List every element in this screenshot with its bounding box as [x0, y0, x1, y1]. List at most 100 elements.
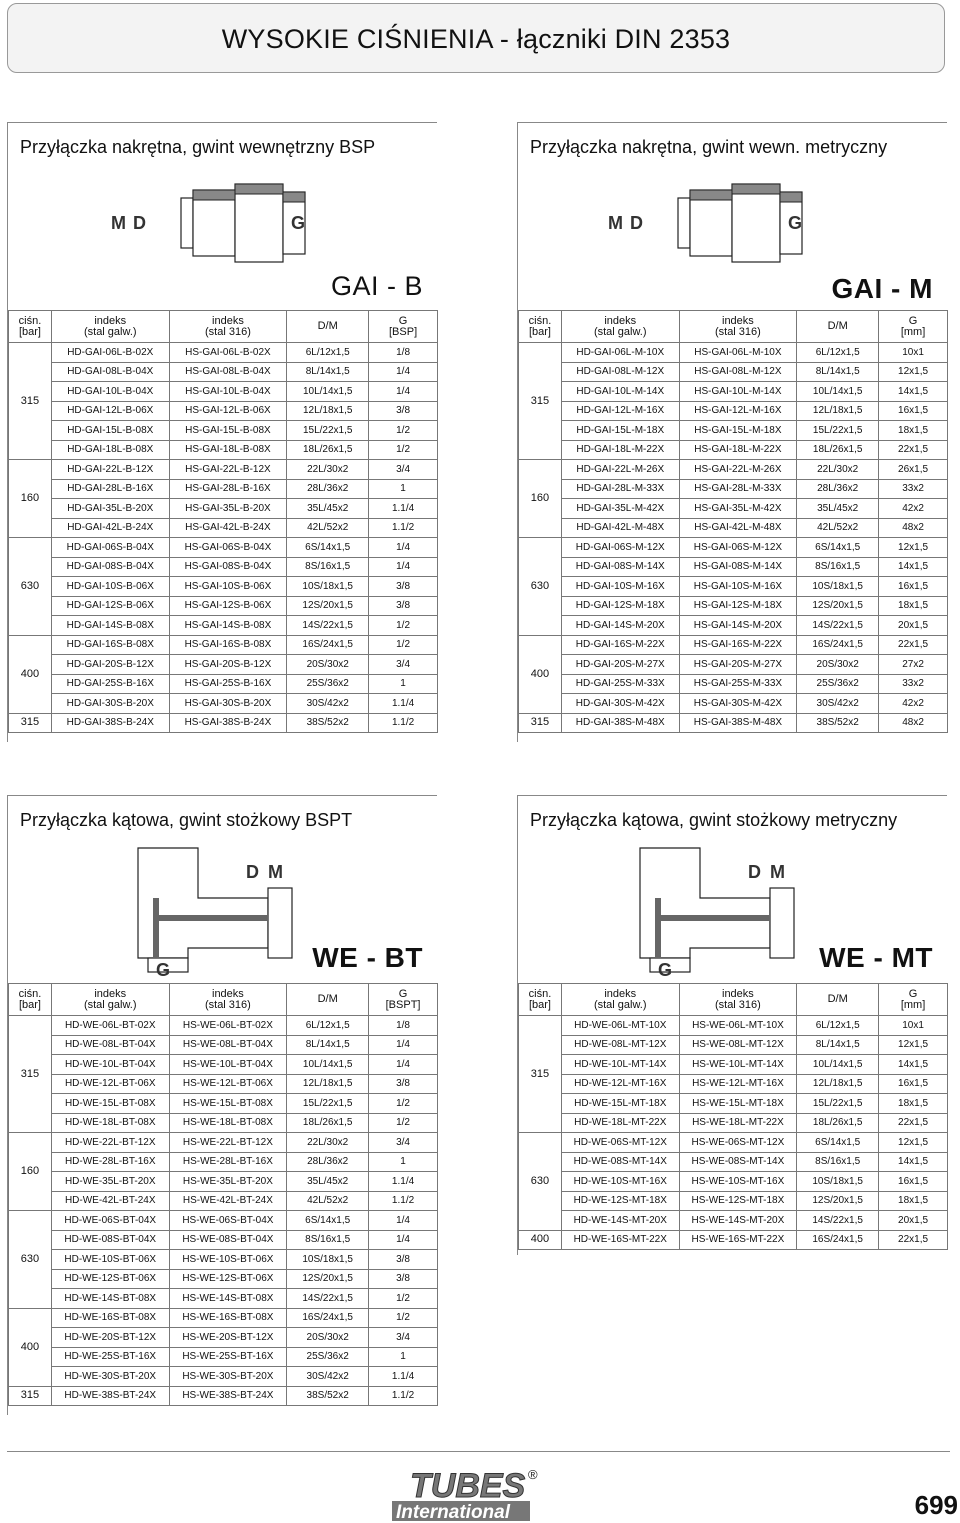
table-cell: 42L/52x2: [286, 517, 370, 538]
table-cell: HS-GAI-06L-B-02X: [168, 342, 288, 363]
table-cell: 3/8: [368, 1249, 438, 1270]
table-row: 400 HD-GAI-16S-B-08X HS-GAI-16S-B-08X 16S/2…: [8, 634, 438, 714]
table-cell: HS-WE-12L-BT-06X: [168, 1073, 288, 1094]
label-g: G: [156, 960, 170, 978]
table-cell: HS-GAI-28L-M-33X: [678, 478, 798, 499]
table-cell: HD-GAI-20S-M-27X: [560, 654, 680, 675]
table-cell: HD-GAI-38S-M-48X: [560, 712, 680, 733]
table-cell: 12L/18x1,5: [286, 1073, 370, 1094]
panel-title: Przyłączka kątowa, gwint stożkowy BSPT: [20, 810, 353, 830]
table-cell: HD-GAI-18L-B-08X: [50, 439, 170, 460]
table-row: HD-GAI-42L-M-48X HS-GAI-42L-M-48X 42L/52x2…: [519, 517, 948, 538]
label-g: G: [788, 213, 802, 233]
table-row: HD-WE-15L-MT-18X HS-WE-15L-MT-18X 15L/22x1…: [519, 1093, 948, 1114]
table-cell: 12S/20x1,5: [796, 595, 880, 616]
column-header: G [BSPT]: [368, 983, 438, 1016]
table-cell: HD-WE-10L-MT-14X: [560, 1054, 680, 1075]
table-row: HD-GAI-14S-M-20X HS-GAI-14S-M-20X 14S/22x1…: [519, 615, 948, 636]
table-cell: 42x2: [878, 498, 948, 519]
table-cell: 27x2: [878, 654, 948, 675]
table-header-row: ciśn. [bar] indeks (stal galw.) indeks (stal …: [8, 310, 438, 343]
table-row: HD-GAI-14S-B-08X HS-GAI-14S-B-08X 14S/22x1…: [9, 615, 438, 636]
table-cell: 8L/14x1,5: [796, 1034, 880, 1055]
column-header: G [BSP]: [368, 310, 438, 343]
label-d: D: [133, 213, 146, 233]
column-header: indeks (stal galw.): [50, 310, 170, 343]
table-row: 315 HD-WE-06L-BT-02X HS-WE-06L-BT-02X 6L/12…: [8, 1015, 438, 1133]
table-we-bt: ciśn. [bar] indeks (stal galw.) indeks (stal …: [8, 983, 438, 1406]
table-cell: HD-GAI-16S-M-22X: [560, 634, 680, 655]
table-cell: 1/4: [368, 361, 438, 382]
table-cell: HS-WE-30S-BT-20X: [168, 1366, 288, 1387]
table-row: HD-WE-10L-BT-04X HS-WE-10L-BT-04X 10L/14x1…: [9, 1054, 438, 1075]
table-cell: HD-GAI-15L-B-08X: [50, 420, 170, 441]
table-cell: HS-WE-10S-BT-06X: [168, 1249, 288, 1270]
table-cell: HD-WE-06S-BT-04X: [50, 1210, 170, 1231]
table-cell: 1.1/2: [368, 517, 438, 538]
table-cell: HS-WE-10L-MT-14X: [678, 1054, 798, 1075]
pressure-cell: 630: [518, 1132, 562, 1231]
table-cell: HS-WE-10L-BT-04X: [168, 1054, 288, 1075]
table-cell: 6L/12x1,5: [796, 1015, 880, 1036]
table-cell: HD-GAI-18L-M-22X: [560, 439, 680, 460]
table-row: HD-GAI-12S-B-06X HS-GAI-12S-B-06X 12S/20x1…: [9, 595, 438, 616]
table-cell: 48x2: [878, 712, 948, 733]
table-cell: 14x1,5: [878, 556, 948, 577]
table-cell: HD-WE-15L-MT-18X: [560, 1093, 680, 1114]
panel-we-mt: Przyłączka kątowa, gwint stożkowy metryc…: [517, 795, 948, 1255]
table-cell: 1/4: [368, 1210, 438, 1231]
table-cell: 1.1/4: [368, 1171, 438, 1192]
table-cell: HS-WE-16S-MT-22X: [678, 1229, 798, 1250]
table-cell: 3/8: [368, 1073, 438, 1094]
table-row: HD-WE-08S-BT-04X HS-WE-08S-BT-04X 8S/16x1,…: [9, 1229, 438, 1250]
table-cell: HD-WE-12L-BT-06X: [50, 1073, 170, 1094]
table-row: HD-WE-18L-MT-22X HS-WE-18L-MT-22X 18L/26x1…: [519, 1112, 948, 1133]
table-cell: 8S/16x1,5: [286, 556, 370, 577]
column-header: G [mm]: [878, 983, 948, 1016]
table-cell: HS-WE-06S-MT-12X: [678, 1132, 798, 1153]
table-cell: 3/8: [368, 576, 438, 597]
table-cell: HD-WE-16S-BT-08X: [50, 1307, 170, 1328]
table-cell: 25S/36x2: [286, 673, 370, 694]
table-row: HD-WE-14S-MT-20X HS-WE-14S-MT-20X 14S/22x1…: [519, 1210, 948, 1231]
table-cell: HD-WE-10S-BT-06X: [50, 1249, 170, 1270]
table-cell: HD-WE-06L-MT-10X: [560, 1015, 680, 1036]
table-cell: HD-GAI-28L-M-33X: [560, 478, 680, 499]
table-cell: 3/4: [368, 654, 438, 675]
column-header: indeks (stal 316): [678, 310, 798, 343]
table-cell: HD-WE-22L-BT-12X: [50, 1132, 170, 1153]
table-row: HD-GAI-35L-B-20X HS-GAI-35L-B-20X 35L/45x2…: [9, 498, 438, 519]
table-cell: 20S/30x2: [286, 1327, 370, 1348]
table-cell: HD-GAI-20S-B-12X: [50, 654, 170, 675]
table-cell: HD-GAI-22L-M-26X: [560, 459, 680, 480]
table-cell: HS-GAI-10L-M-14X: [678, 381, 798, 402]
table-cell: 35L/45x2: [796, 498, 880, 519]
table-cell: 8L/14x1,5: [286, 1034, 370, 1055]
table-row: HD-WE-15L-BT-08X HS-WE-15L-BT-08X 15L/22x1…: [9, 1093, 438, 1114]
table-cell: 1.1/2: [368, 1190, 438, 1211]
table-cell: 28L/36x2: [796, 478, 880, 499]
table-row: HD-WE-12L-BT-06X HS-WE-12L-BT-06X 12L/18x1…: [9, 1073, 438, 1094]
table-cell: HS-GAI-18L-M-22X: [678, 439, 798, 460]
label-d: D: [246, 862, 259, 882]
fitting-elbow-drawing: D M G: [639, 847, 795, 978]
panel-title: Przyłączka nakrętna, gwint wewn. metrycz…: [530, 137, 888, 157]
panel-we-bt: Przyłączka kątowa, gwint stożkowy BSPT D…: [7, 795, 438, 1415]
table-we-mt: ciśn. [bar] indeks (stal galw.) indeks (stal …: [518, 983, 948, 1250]
table-row: HD-WE-12L-MT-16X HS-WE-12L-MT-16X 12L/18x1…: [519, 1073, 948, 1094]
table-cell: HS-GAI-30S-M-42X: [678, 693, 798, 714]
table-cell: HS-WE-08L-BT-04X: [168, 1034, 288, 1055]
table-cell: 15L/22x1,5: [796, 420, 880, 441]
table-row: HD-WE-10S-BT-06X HS-WE-10S-BT-06X 10S/18x1…: [9, 1249, 438, 1270]
table-row: HD-GAI-10L-M-14X HS-GAI-10L-M-14X 10L/14x1…: [519, 381, 948, 402]
table-cell: HS-WE-12S-MT-18X: [678, 1190, 798, 1211]
table-cell: HS-WE-25S-BT-16X: [168, 1346, 288, 1367]
table-cell: HD-GAI-14S-M-20X: [560, 615, 680, 636]
table-cell: HS-WE-18L-MT-22X: [678, 1112, 798, 1133]
logo-bottom-text: International: [396, 1502, 511, 1523]
pressure-cell: 315: [8, 1385, 52, 1406]
table-cell: 1/4: [368, 1229, 438, 1250]
label-m: M: [608, 213, 623, 233]
table-row: HD-GAI-15L-B-08X HS-GAI-15L-B-08X 15L/22x1…: [9, 420, 438, 441]
table-row: HD-WE-14S-BT-08X HS-WE-14S-BT-08X 14S/22x1…: [9, 1288, 438, 1309]
